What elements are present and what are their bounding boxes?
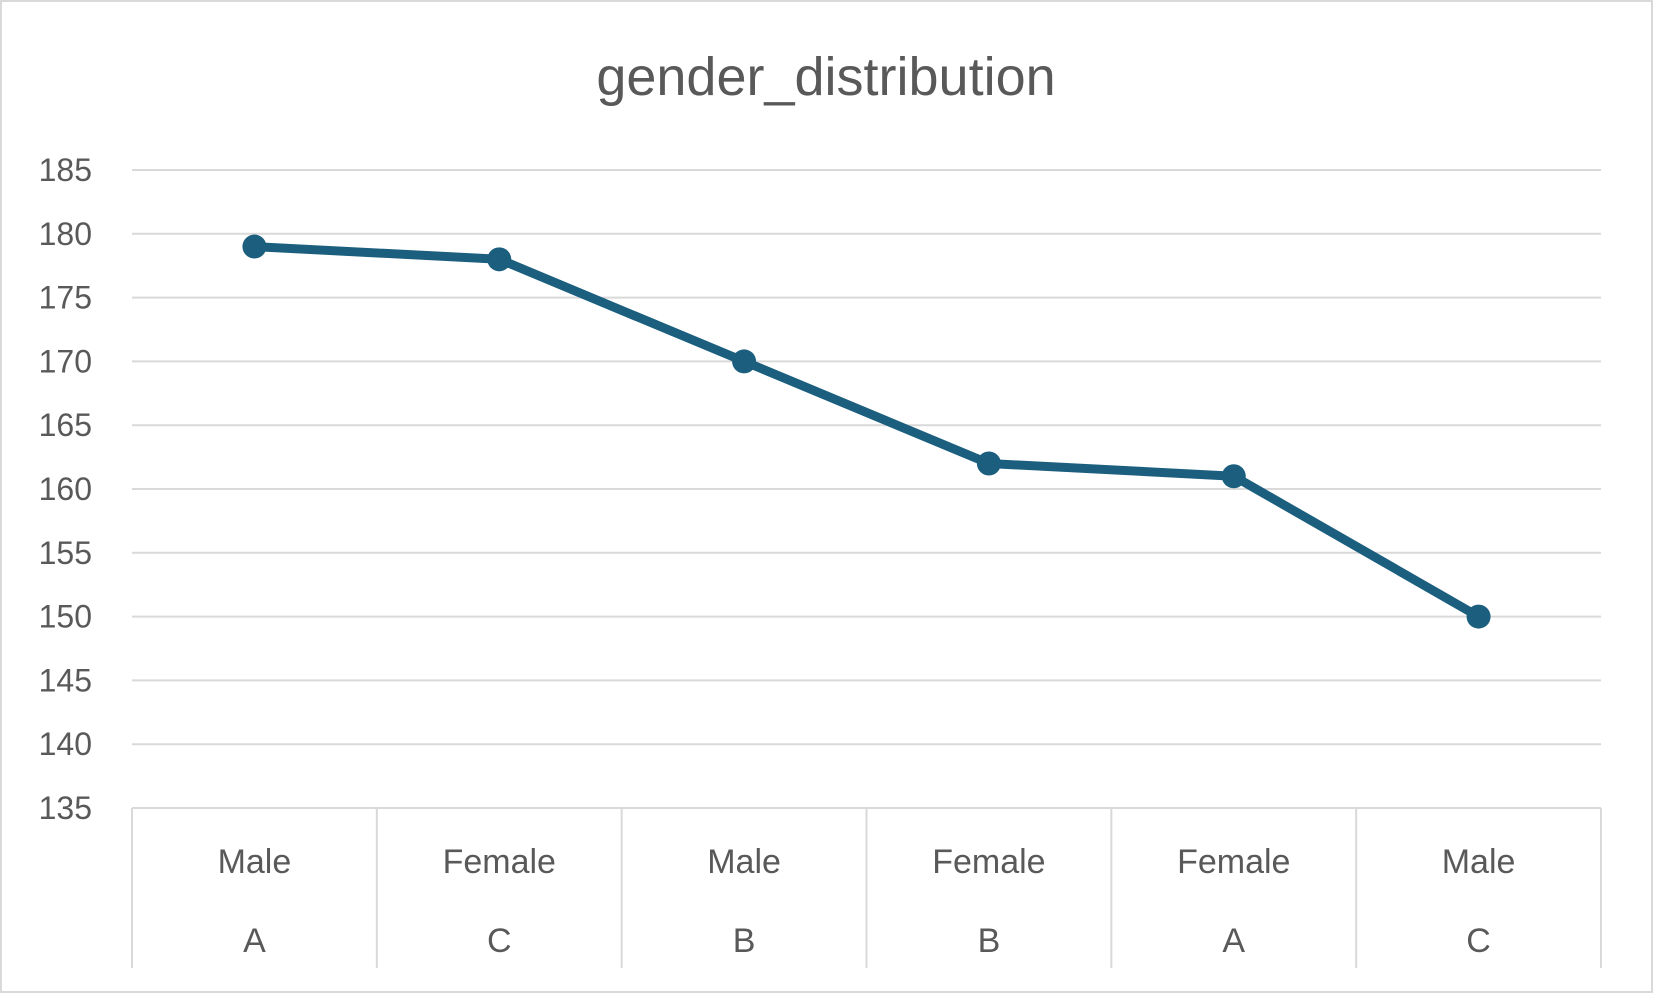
series-layer: [242, 234, 1491, 629]
y-tick-label: 175: [39, 280, 92, 316]
data-point: [1466, 604, 1491, 629]
x-tick-label-outer: C: [487, 922, 512, 960]
data-point: [1221, 464, 1246, 489]
x-tick-label-inner: Male: [218, 843, 292, 881]
x-tick-label-outer: A: [1222, 922, 1245, 960]
y-axis-ticks: 135 140 145 150 155 160 165 170 175 180 185: [39, 152, 92, 826]
x-tick-label-outer: A: [243, 922, 266, 960]
y-tick-label: 145: [39, 662, 92, 698]
chart-title: gender_distribution: [596, 47, 1055, 107]
x-tick-label-inner: Female: [1177, 843, 1290, 881]
series-line: [249, 242, 1484, 622]
y-tick-label: 170: [39, 343, 92, 379]
y-tick-label: 150: [39, 599, 92, 635]
y-tick-label: 160: [39, 471, 92, 507]
y-tick-label: 135: [39, 790, 92, 826]
y-tick-label: 165: [39, 407, 92, 443]
y-tick-label: 140: [39, 726, 92, 762]
data-point: [976, 451, 1001, 476]
data-point: [732, 349, 757, 374]
x-tick-label-inner: Male: [707, 843, 781, 881]
x-tick-label-inner: Female: [443, 843, 556, 881]
data-point: [487, 247, 512, 272]
x-axis: Male A Female C Male B Female B Female A Male C: [131, 807, 1602, 968]
y-tick-label: 155: [39, 535, 92, 571]
y-tick-label: 180: [39, 216, 92, 252]
data-point: [242, 234, 267, 259]
y-tick-label: 185: [39, 152, 92, 188]
x-tick-label-outer: B: [733, 922, 756, 960]
x-tick-label-inner: Male: [1442, 843, 1516, 881]
x-tick-label-outer: C: [1466, 922, 1491, 960]
x-tick-label-inner: Female: [932, 843, 1045, 881]
x-tick-label-outer: B: [978, 922, 1001, 960]
gridlines: [132, 169, 1601, 746]
